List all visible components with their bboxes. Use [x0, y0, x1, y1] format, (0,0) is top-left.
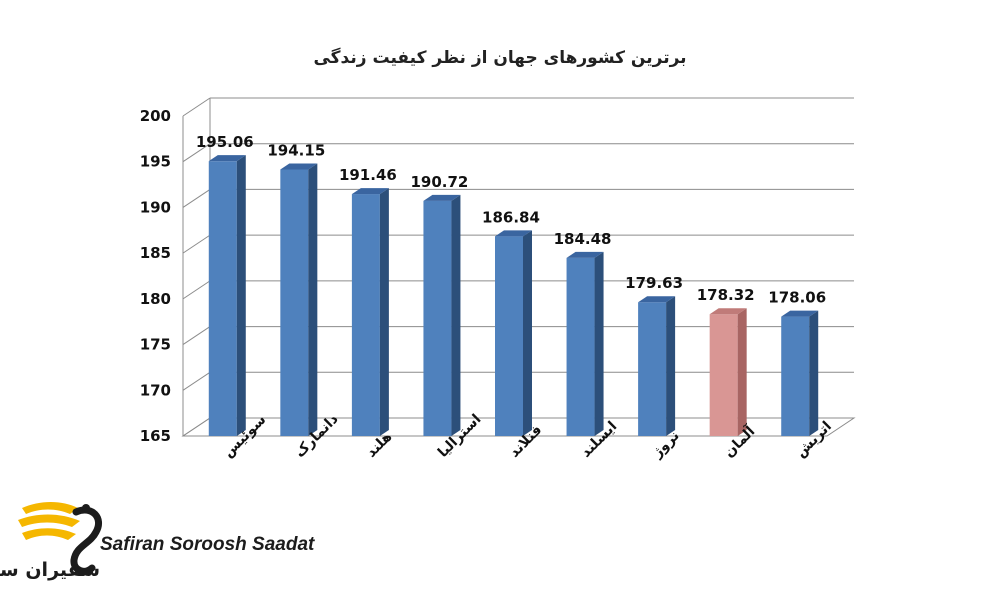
bar-top: [280, 163, 318, 170]
data-label: 179.63: [625, 274, 683, 292]
bar-front: [280, 169, 309, 436]
chart-floor: [181, 417, 856, 437]
bar: [566, 251, 604, 436]
brand-name-en: Safiran Soroosh Saadat: [100, 534, 315, 555]
bar: [781, 310, 819, 436]
bar-side: [594, 251, 604, 436]
bar-side: [379, 188, 389, 436]
y-tick-label: 190: [140, 198, 171, 216]
bar-side: [236, 155, 246, 436]
bar-side: [523, 230, 532, 436]
bar-top: [423, 194, 461, 201]
gridline-wall: [182, 326, 211, 345]
gridline-wall: [182, 371, 211, 391]
bar-side: [308, 163, 318, 436]
y-tick-label: 185: [140, 244, 171, 262]
bar-top: [638, 296, 676, 303]
bar: [423, 194, 461, 436]
data-label: 186.84: [482, 208, 540, 226]
gridline-wall: [182, 189, 211, 208]
data-label: 184.48: [554, 230, 612, 248]
y-tick-label: 180: [140, 290, 171, 308]
data-label: 191.46: [339, 166, 397, 184]
bar: [280, 163, 318, 436]
bar-side: [737, 308, 747, 436]
bar: [351, 188, 389, 436]
swan-logo-icon: [18, 502, 102, 575]
bar-side: [809, 310, 819, 436]
gridline-wall: [182, 143, 211, 163]
gridline-wall: [182, 234, 211, 254]
bar-top: [566, 251, 604, 258]
bar: [638, 296, 676, 436]
data-label: 190.72: [410, 173, 468, 191]
bar-top: [781, 310, 819, 317]
gridline-wall: [182, 280, 211, 300]
bar-top: [351, 188, 389, 195]
bar-top: [495, 230, 532, 237]
bar-front: [709, 314, 738, 436]
bar: [495, 230, 532, 436]
bar-top: [208, 155, 246, 162]
brand-name-fa: سفیران سروش سعادت: [0, 559, 100, 581]
bar-side: [451, 194, 461, 436]
bar-front: [495, 236, 523, 436]
brand-logo: Safiran Soroosh Saadat سفیران سروش سعادت: [0, 502, 315, 581]
bar-front: [781, 316, 810, 436]
data-label: 194.15: [267, 141, 325, 159]
gridline-wall: [182, 97, 211, 117]
bar-front: [638, 302, 667, 436]
data-label: 178.06: [768, 289, 826, 307]
bar-side: [666, 296, 676, 436]
bar-front: [208, 161, 237, 436]
y-tick-label: 175: [140, 336, 171, 354]
data-label: 178.32: [697, 286, 755, 304]
bar-front: [351, 194, 380, 436]
y-tick-label: 195: [140, 153, 171, 171]
y-tick-label: 200: [140, 107, 171, 125]
bar: [709, 308, 747, 436]
bar-front: [423, 200, 452, 436]
data-label: 195.06: [196, 133, 254, 151]
bars-layer: [208, 155, 819, 436]
y-tick-label: 170: [140, 381, 171, 399]
bar-front: [566, 257, 595, 436]
y-tick-label: 165: [140, 427, 171, 445]
chart-title: برترین کشورهای جهان از نظر کیفیت زندگی: [313, 47, 686, 68]
bar: [208, 155, 246, 436]
bar-top: [709, 308, 747, 315]
